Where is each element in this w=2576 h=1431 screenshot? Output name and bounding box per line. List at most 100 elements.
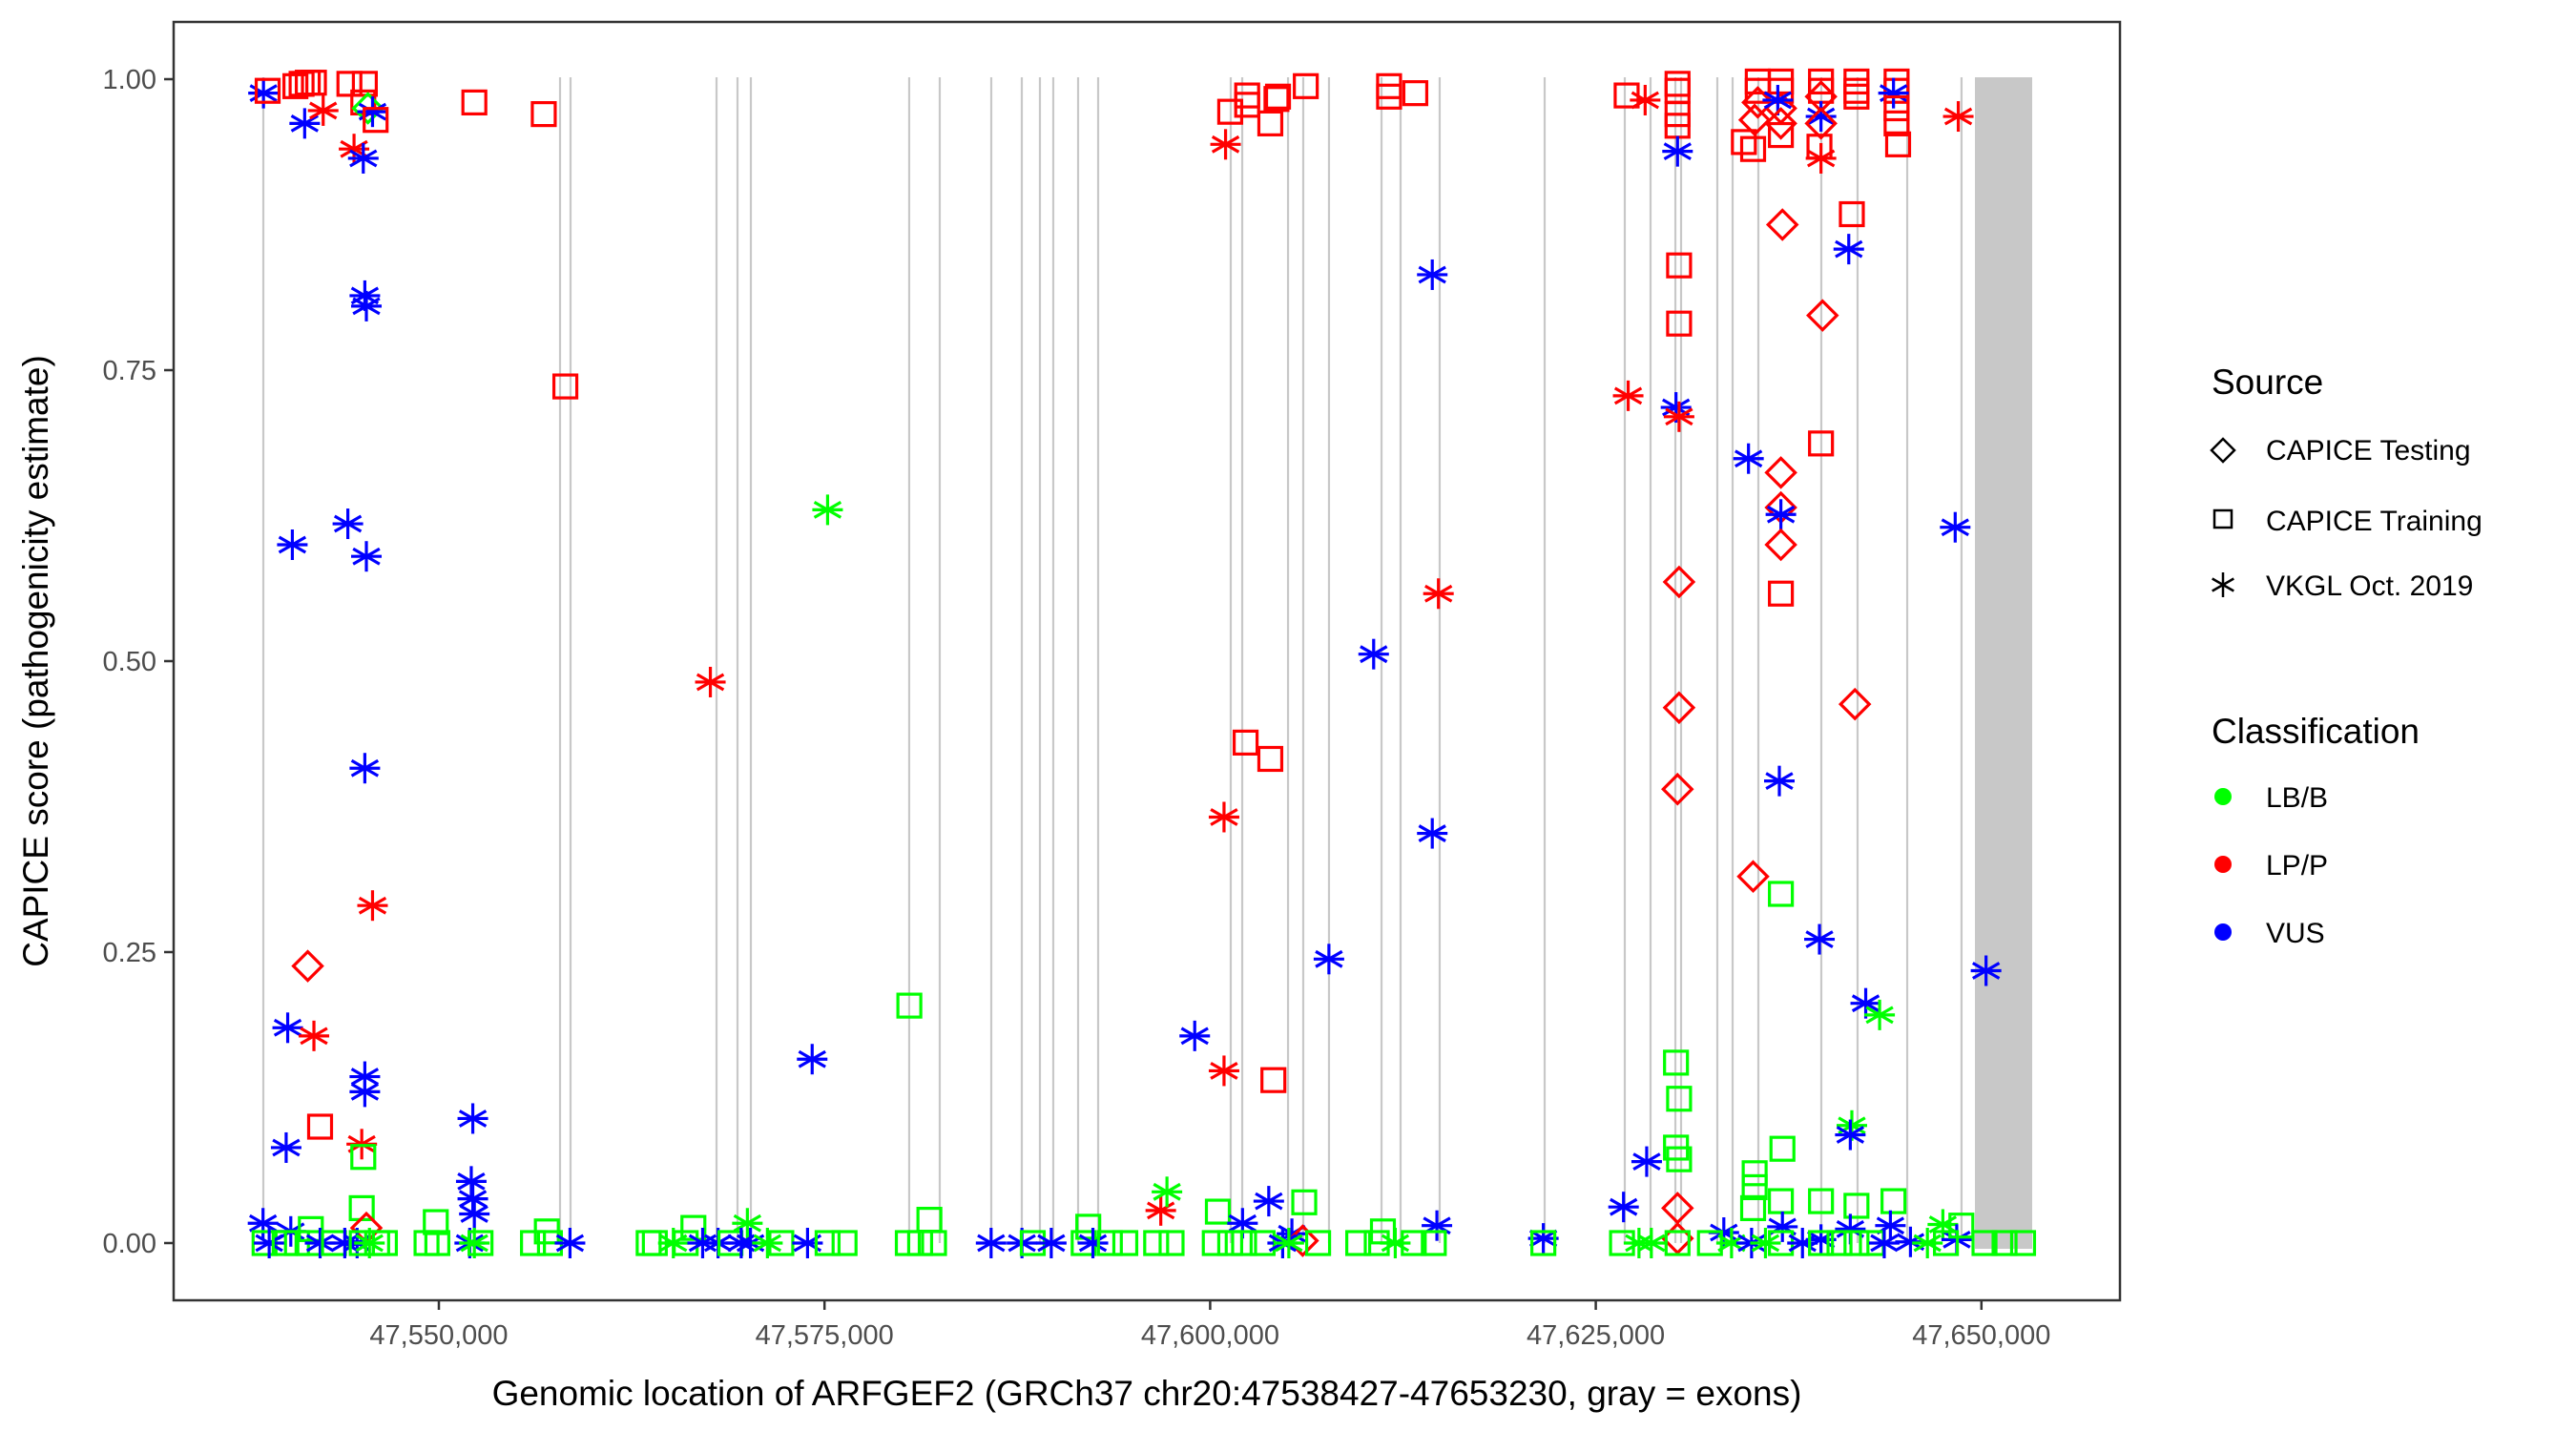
point-training bbox=[298, 1215, 324, 1242]
point-training bbox=[1948, 1213, 1975, 1239]
point-vkgl bbox=[1035, 1228, 1067, 1258]
point-training bbox=[1345, 1230, 1372, 1256]
legend-item-lpp: LP/P bbox=[2214, 850, 2328, 881]
legend-item-capice-training: CAPICE Training bbox=[2212, 506, 2483, 537]
square-icon bbox=[2212, 508, 2233, 529]
y-tick-label: 0.25 bbox=[103, 938, 156, 968]
legend-item-lbb: LB/B bbox=[2214, 782, 2328, 814]
point-vkgl bbox=[797, 1044, 828, 1075]
lbb-color-dot bbox=[2214, 788, 2232, 805]
point-testing bbox=[1661, 1221, 1694, 1255]
point-vkgl bbox=[1912, 1228, 1943, 1258]
point-vkgl bbox=[1833, 234, 1864, 265]
diamond-icon bbox=[2210, 437, 2236, 464]
point-vkgl bbox=[1864, 999, 1896, 1030]
point-vkgl bbox=[1763, 765, 1795, 797]
asterisk-icon bbox=[2212, 572, 2234, 597]
legend-item-vkgl: VKGL Oct. 2019 bbox=[2212, 570, 2473, 602]
exon-block bbox=[1975, 77, 2032, 1249]
legend-label-vus: VUS bbox=[2266, 918, 2325, 949]
point-vkgl bbox=[289, 108, 321, 139]
legend-label-lbb: LB/B bbox=[2266, 782, 2328, 814]
point-training bbox=[1843, 1230, 1870, 1256]
point-training bbox=[350, 1144, 377, 1171]
point-vkgl bbox=[1253, 1186, 1284, 1217]
point-testing bbox=[1838, 687, 1872, 721]
data-points bbox=[247, 68, 2037, 1258]
point-vkgl bbox=[1208, 801, 1239, 833]
point-training bbox=[1264, 83, 1292, 110]
point-vkgl bbox=[347, 142, 379, 174]
point-training bbox=[1664, 1230, 1691, 1256]
point-training bbox=[467, 1230, 494, 1256]
point-training bbox=[461, 89, 488, 116]
point-vkgl bbox=[1145, 1194, 1176, 1226]
point-training bbox=[635, 1230, 662, 1256]
point-training bbox=[1201, 1230, 1228, 1256]
point-training bbox=[1768, 580, 1795, 607]
legend-label-capice-training: CAPICE Training bbox=[2266, 506, 2483, 537]
point-vkgl bbox=[247, 1208, 279, 1239]
point-vkgl bbox=[1417, 259, 1448, 290]
point-vkgl bbox=[695, 666, 726, 697]
point-training bbox=[254, 77, 281, 104]
point-testing bbox=[1741, 86, 1775, 119]
point-testing bbox=[1764, 528, 1797, 562]
point-vkgl bbox=[1804, 923, 1836, 955]
point-vkgl bbox=[1273, 1228, 1304, 1258]
point-vkgl bbox=[1630, 84, 1661, 115]
point-vkgl bbox=[270, 1131, 301, 1163]
y-axis-title: CAPICE score (pathogenicity estimate) bbox=[16, 355, 55, 967]
point-vkgl bbox=[812, 494, 843, 526]
point-vkgl bbox=[1868, 1228, 1900, 1258]
point-vkgl bbox=[254, 1228, 285, 1258]
point-training bbox=[1808, 1230, 1835, 1256]
point-vkgl bbox=[1835, 1119, 1866, 1151]
point-training bbox=[424, 1230, 450, 1256]
point-training bbox=[1971, 1230, 1998, 1256]
legend-label-vkgl: VKGL Oct. 2019 bbox=[2266, 570, 2473, 602]
point-training bbox=[921, 1230, 947, 1256]
x-tick-label: 47,625,000 bbox=[1527, 1320, 1665, 1351]
point-training bbox=[1839, 200, 1865, 228]
point-vkgl bbox=[1313, 944, 1344, 975]
point-training bbox=[1663, 1049, 1690, 1076]
point-training bbox=[1291, 1189, 1318, 1215]
point-training bbox=[1075, 1213, 1102, 1240]
point-vkgl bbox=[975, 1228, 1007, 1258]
legend-source: Source CAPICE Testing CAPICE Training VK… bbox=[2210, 363, 2483, 602]
point-vkgl bbox=[1417, 818, 1448, 849]
point-vkgl bbox=[248, 77, 280, 109]
point-training bbox=[831, 1230, 858, 1256]
legend-source-title: Source bbox=[2212, 363, 2323, 402]
point-vkgl bbox=[349, 1076, 381, 1108]
point-training bbox=[1401, 1230, 1427, 1256]
x-tick-label: 47,600,000 bbox=[1141, 1320, 1279, 1351]
point-vkgl bbox=[1423, 578, 1454, 610]
point-training bbox=[1530, 1230, 1557, 1256]
point-vkgl bbox=[457, 1103, 488, 1134]
point-training bbox=[814, 1230, 841, 1256]
point-vkgl bbox=[351, 541, 383, 572]
point-vkgl bbox=[332, 508, 364, 540]
point-training bbox=[1234, 92, 1260, 118]
point-training bbox=[1376, 83, 1402, 110]
point-training bbox=[1666, 310, 1693, 337]
point-training bbox=[530, 100, 557, 128]
point-vkgl bbox=[1878, 77, 1909, 109]
point-vkgl bbox=[1765, 499, 1797, 530]
point-vkgl bbox=[1940, 511, 1971, 543]
point-testing bbox=[1736, 860, 1770, 893]
point-training bbox=[1293, 73, 1319, 99]
point-training bbox=[1768, 121, 1795, 149]
point-training bbox=[1664, 77, 1691, 104]
y-tick-label: 1.00 bbox=[103, 65, 156, 95]
legend-classification-title: Classification bbox=[2212, 712, 2420, 751]
point-vkgl bbox=[1358, 638, 1389, 670]
point-training bbox=[1883, 77, 1910, 104]
point-vkgl bbox=[349, 753, 381, 784]
point-training bbox=[1231, 1230, 1257, 1256]
point-training bbox=[1883, 110, 1910, 136]
point-training bbox=[1883, 94, 1910, 122]
